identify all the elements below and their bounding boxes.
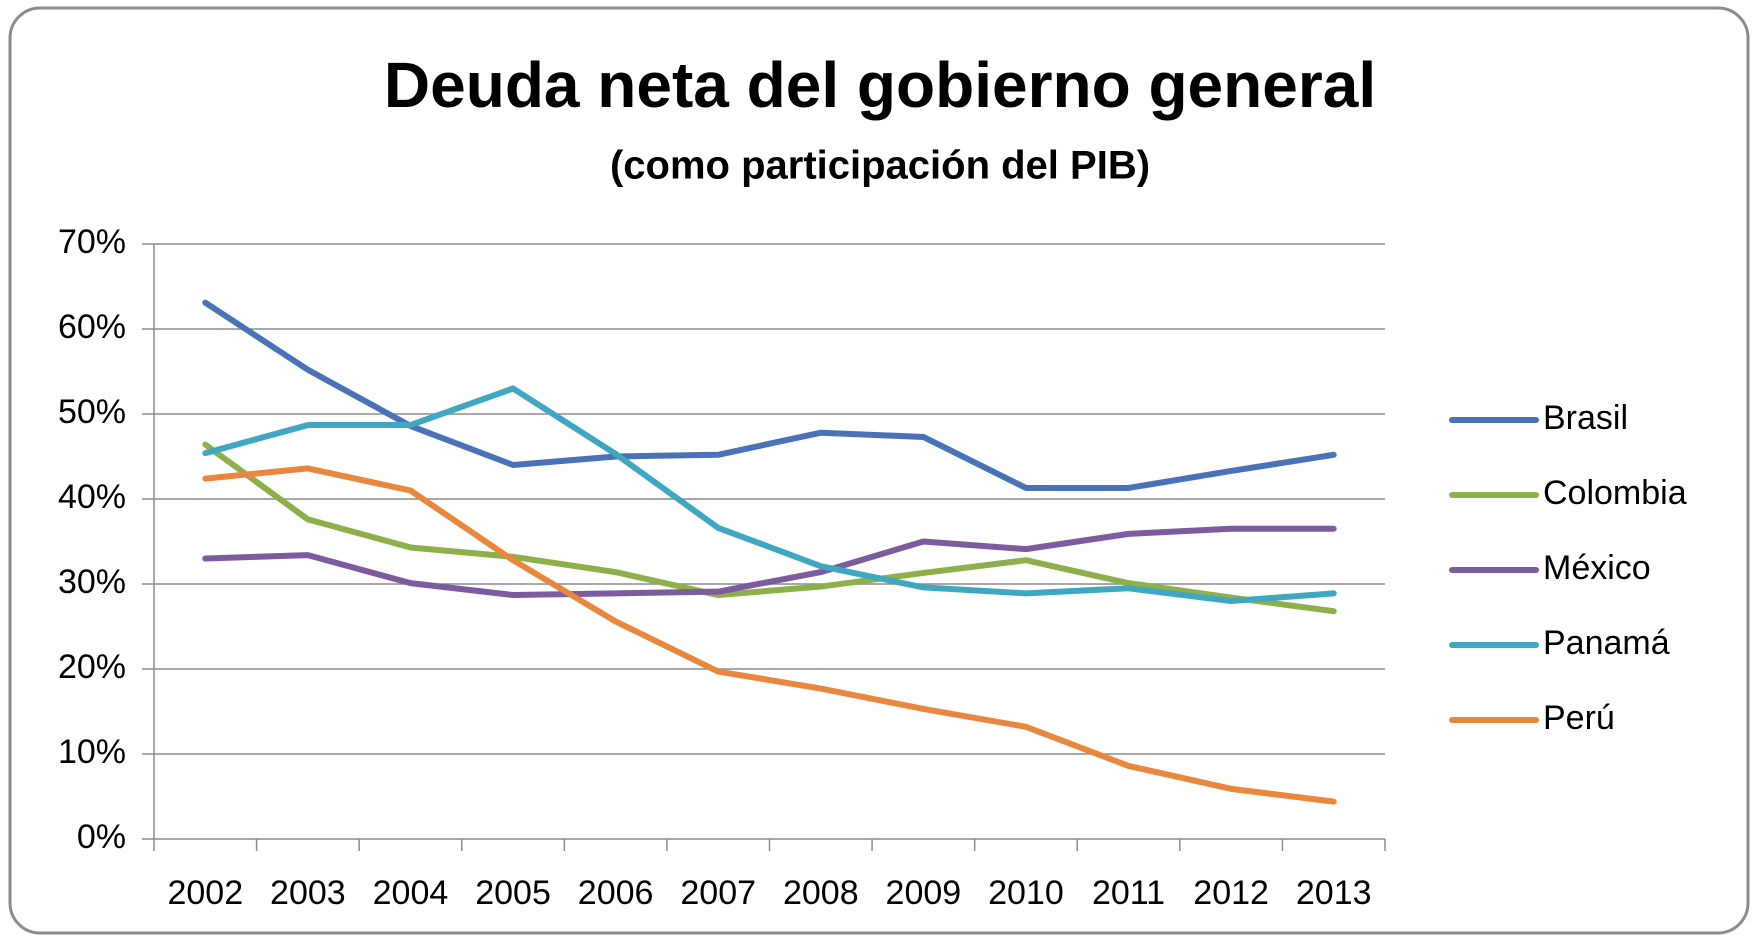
- legend-label: México: [1543, 549, 1651, 587]
- y-tick-label: 70%: [58, 223, 126, 261]
- x-tick-label: 2003: [270, 874, 346, 912]
- x-tick-label: 2002: [167, 874, 243, 912]
- series-line: [202, 385, 1337, 604]
- x-tick-label: 2005: [475, 874, 551, 912]
- series-line: [202, 525, 1337, 599]
- legend-label: Brasil: [1543, 399, 1628, 437]
- x-tick-label: 2006: [578, 874, 654, 912]
- y-tick-label: 30%: [58, 563, 126, 601]
- chart-title: Deuda neta del gobierno general: [384, 49, 1376, 121]
- x-tick-label: 2009: [886, 874, 962, 912]
- x-tick-label: 2010: [988, 874, 1064, 912]
- legend-label: Perú: [1543, 699, 1615, 737]
- chart-subtitle: (como participación del PIB): [610, 144, 1150, 188]
- series-line: [202, 465, 1337, 805]
- x-tick-label: 2012: [1193, 874, 1269, 912]
- legend-label: Panamá: [1543, 624, 1670, 662]
- y-tick-label: 50%: [58, 393, 126, 431]
- x-tick-label: 2008: [783, 874, 859, 912]
- x-tick-label: 2004: [373, 874, 449, 912]
- series-line: [202, 441, 1337, 615]
- y-tick-label: 20%: [58, 648, 126, 686]
- chart-frame: [8, 6, 1750, 935]
- x-tick-label: 2007: [680, 874, 756, 912]
- series-line: [202, 299, 1337, 491]
- y-tick-label: 60%: [58, 308, 126, 346]
- x-tick-label: 2011: [1092, 874, 1165, 912]
- y-tick-label: 0%: [77, 818, 126, 856]
- x-tick-label: 2013: [1296, 874, 1372, 912]
- y-tick-label: 10%: [58, 733, 126, 771]
- y-tick-label: 40%: [58, 478, 126, 516]
- legend-label: Colombia: [1543, 474, 1687, 512]
